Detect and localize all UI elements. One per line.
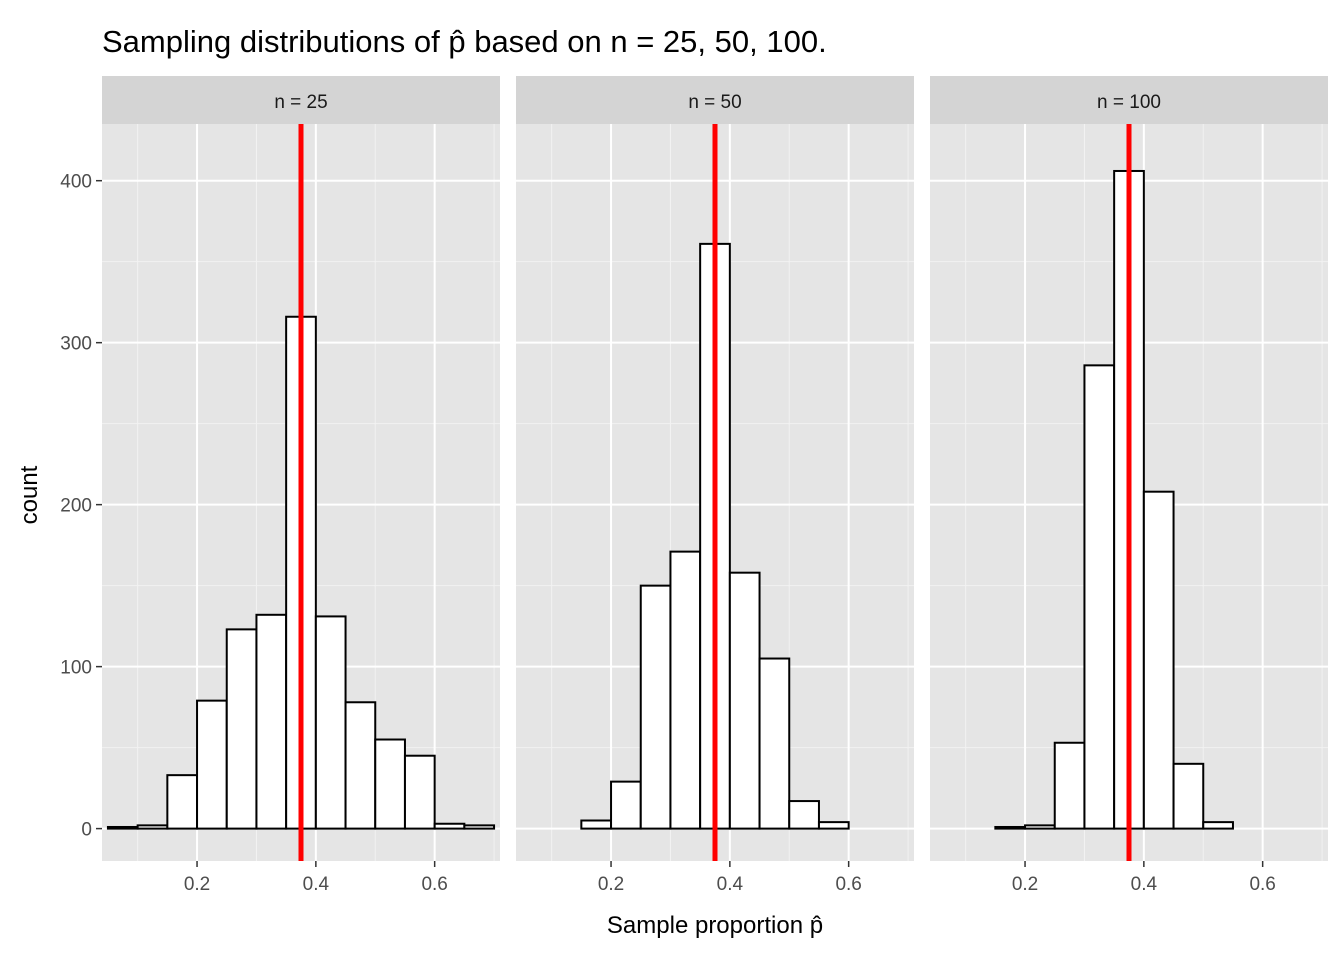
- facet-panel: n = 25 0.2 0.4 0.6: [102, 76, 500, 895]
- facet-panel: n = 50 0.2 0.4 0.6: [516, 76, 914, 895]
- histogram-bar: [788, 800, 820, 830]
- facet-panel: n = 100 0.2 0.4 0.6: [930, 76, 1328, 895]
- y-axis: 0 100 200 300 400: [60, 172, 102, 841]
- histogram-bar: [1172, 762, 1205, 830]
- histogram-bar: [255, 613, 288, 830]
- histogram-bar: [669, 550, 702, 830]
- x-tick-label: 0.2: [184, 874, 210, 895]
- histogram-bar: [610, 780, 642, 830]
- histogram-bar: [225, 628, 258, 830]
- y-tick-label: 400: [60, 172, 92, 193]
- histogram-bar: [166, 774, 199, 830]
- y-tick-label: 100: [60, 658, 92, 679]
- chart-title: Sampling distributions of p̂ based on n …: [102, 24, 827, 59]
- histogram-bar: [463, 824, 496, 830]
- histogram-bar: [136, 824, 169, 830]
- x-tick-label: 0.4: [303, 874, 330, 895]
- histogram-bar: [758, 657, 791, 830]
- x-tick-label: 0.4: [1131, 874, 1158, 895]
- histogram-bar: [1202, 821, 1234, 830]
- histogram-bar: [1142, 490, 1175, 830]
- facet-panels: n = 25 0.2 0.4 0.6 n = 50 0.2 0.4 0.6 n = 100 0.2…: [102, 76, 1328, 895]
- facet-strip-label: n = 25: [274, 92, 327, 113]
- histogram-bar: [639, 584, 672, 830]
- y-tick-label: 300: [60, 334, 92, 355]
- y-tick-label: 0: [81, 820, 92, 841]
- x-tick-label: 0.6: [1249, 874, 1275, 895]
- x-tick-label: 0.2: [1012, 874, 1038, 895]
- y-axis-title: count: [16, 465, 43, 524]
- histogram-bar: [580, 819, 613, 830]
- y-tick-label: 200: [60, 496, 92, 517]
- x-tick-label: 0.2: [598, 874, 624, 895]
- facet-strip-label: n = 100: [1097, 92, 1161, 113]
- histogram-bar: [374, 738, 406, 830]
- facet-strip: [516, 76, 914, 124]
- histogram-bar: [314, 615, 347, 830]
- x-tick-label: 0.6: [421, 874, 447, 895]
- x-axis-title: Sample proportion p̂: [607, 912, 823, 939]
- x-tick-label: 0.4: [717, 874, 744, 895]
- histogram-bar: [1053, 741, 1086, 830]
- histogram-bar: [344, 701, 377, 830]
- histogram-bar: [728, 571, 761, 830]
- x-tick-label: 0.6: [835, 874, 861, 895]
- histogram-bar: [817, 821, 850, 830]
- facet-strip-label: n = 50: [688, 92, 741, 113]
- histogram-bar: [1083, 364, 1116, 830]
- facet-strip: [930, 76, 1328, 124]
- histogram-bar: [433, 822, 466, 830]
- histogram-bar: [196, 699, 228, 830]
- facet-strip: [102, 76, 500, 124]
- histogram-bar: [1024, 824, 1056, 830]
- histogram-bar: [106, 825, 139, 830]
- histogram-bar: [994, 825, 1027, 830]
- histogram-bar: [403, 754, 436, 830]
